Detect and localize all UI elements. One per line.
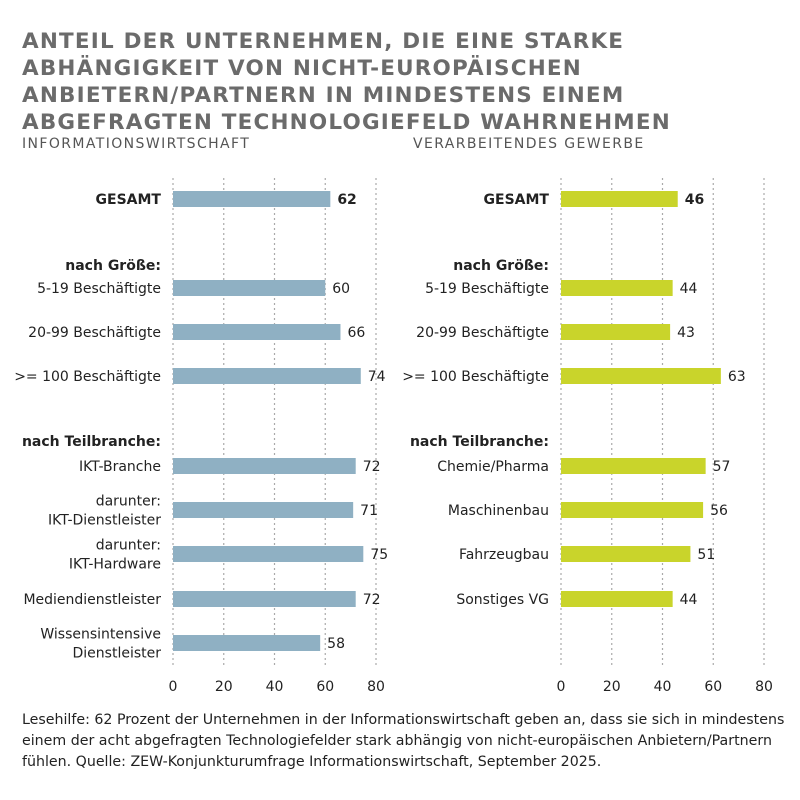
panel-title-verarbeitendes-gewerbe: VERARBEITENDES GEWERBE (413, 136, 645, 152)
category-label: >= 100 Beschäftigte (402, 369, 549, 385)
x-tick-label: 0 (557, 679, 566, 695)
category-label: Dienstleister (73, 646, 162, 662)
category-label: >= 100 Beschäftigte (14, 369, 161, 385)
bar (561, 324, 671, 340)
group-heading: nach Teilbranche: (22, 434, 161, 450)
group-heading: nach Größe: (453, 258, 549, 274)
x-tick-label: 20 (603, 679, 621, 695)
category-label: IKT-Branche (79, 459, 161, 475)
x-tick-label: 80 (755, 679, 773, 695)
bar (173, 546, 364, 562)
data-label: 51 (697, 547, 715, 563)
data-label: 62 (337, 192, 356, 208)
x-tick-label: 80 (367, 679, 385, 695)
category-label: Chemie/Pharma (437, 459, 549, 475)
bar (561, 591, 673, 607)
data-label: 56 (710, 503, 728, 519)
bar (173, 280, 326, 296)
category-label: darunter: (96, 494, 161, 510)
x-tick-label: 60 (704, 679, 722, 695)
data-label: 57 (713, 459, 731, 475)
bar (561, 546, 691, 562)
bar (173, 458, 356, 474)
x-tick-label: 20 (215, 679, 233, 695)
data-label: 60 (332, 281, 350, 297)
bar (173, 591, 356, 607)
category-label: GESAMT (484, 192, 550, 208)
category-label: Wissensintensive (40, 627, 161, 643)
footnote: Lesehilfe: 62 Prozent der Unternehmen in… (22, 712, 785, 770)
data-label: 66 (347, 325, 365, 341)
category-label: Mediendienstleister (23, 592, 161, 608)
x-tick-label: 40 (266, 679, 284, 695)
x-tick-label: 60 (316, 679, 334, 695)
data-label: 72 (363, 592, 381, 608)
bar (173, 635, 321, 651)
data-label: 74 (368, 369, 386, 385)
category-label: 5-19 Beschäftigte (425, 281, 549, 297)
category-label: GESAMT (96, 192, 162, 208)
bar (561, 502, 704, 518)
bar (173, 502, 354, 518)
x-tick-label: 40 (654, 679, 672, 695)
bar (173, 368, 361, 384)
chart-title: ANTEIL DER UNTERNEHMEN, DIE EINE STARKE … (22, 29, 671, 135)
bar (173, 191, 331, 207)
group-heading: nach Teilbranche: (410, 434, 549, 450)
data-label: 58 (327, 636, 345, 652)
data-label: 75 (370, 547, 388, 563)
data-label: 43 (677, 325, 695, 341)
data-label: 72 (363, 459, 381, 475)
bar (561, 458, 706, 474)
bar (173, 324, 341, 340)
data-label: 44 (680, 592, 698, 608)
bar (561, 368, 721, 384)
panel-title-informationswirtschaft: INFORMATIONSWIRTSCHAFT (22, 136, 251, 152)
category-label: IKT-Hardware (69, 557, 161, 573)
data-label: 44 (680, 281, 698, 297)
category-label: IKT-Dienstleister (48, 513, 161, 529)
category-label: Sonstiges VG (456, 592, 549, 608)
bar (561, 191, 678, 207)
category-label: 5-19 Beschäftigte (37, 281, 161, 297)
data-label: 71 (360, 503, 378, 519)
x-tick-label: 0 (169, 679, 178, 695)
category-label: Fahrzeugbau (459, 547, 549, 563)
category-label: Maschinenbau (448, 503, 549, 519)
category-label: darunter: (96, 538, 161, 554)
category-label: 20-99 Beschäftigte (416, 325, 549, 341)
bar (561, 280, 673, 296)
data-label: 46 (685, 192, 704, 208)
group-heading: nach Größe: (65, 258, 161, 274)
category-label: 20-99 Beschäftigte (28, 325, 161, 341)
data-label: 63 (728, 369, 746, 385)
